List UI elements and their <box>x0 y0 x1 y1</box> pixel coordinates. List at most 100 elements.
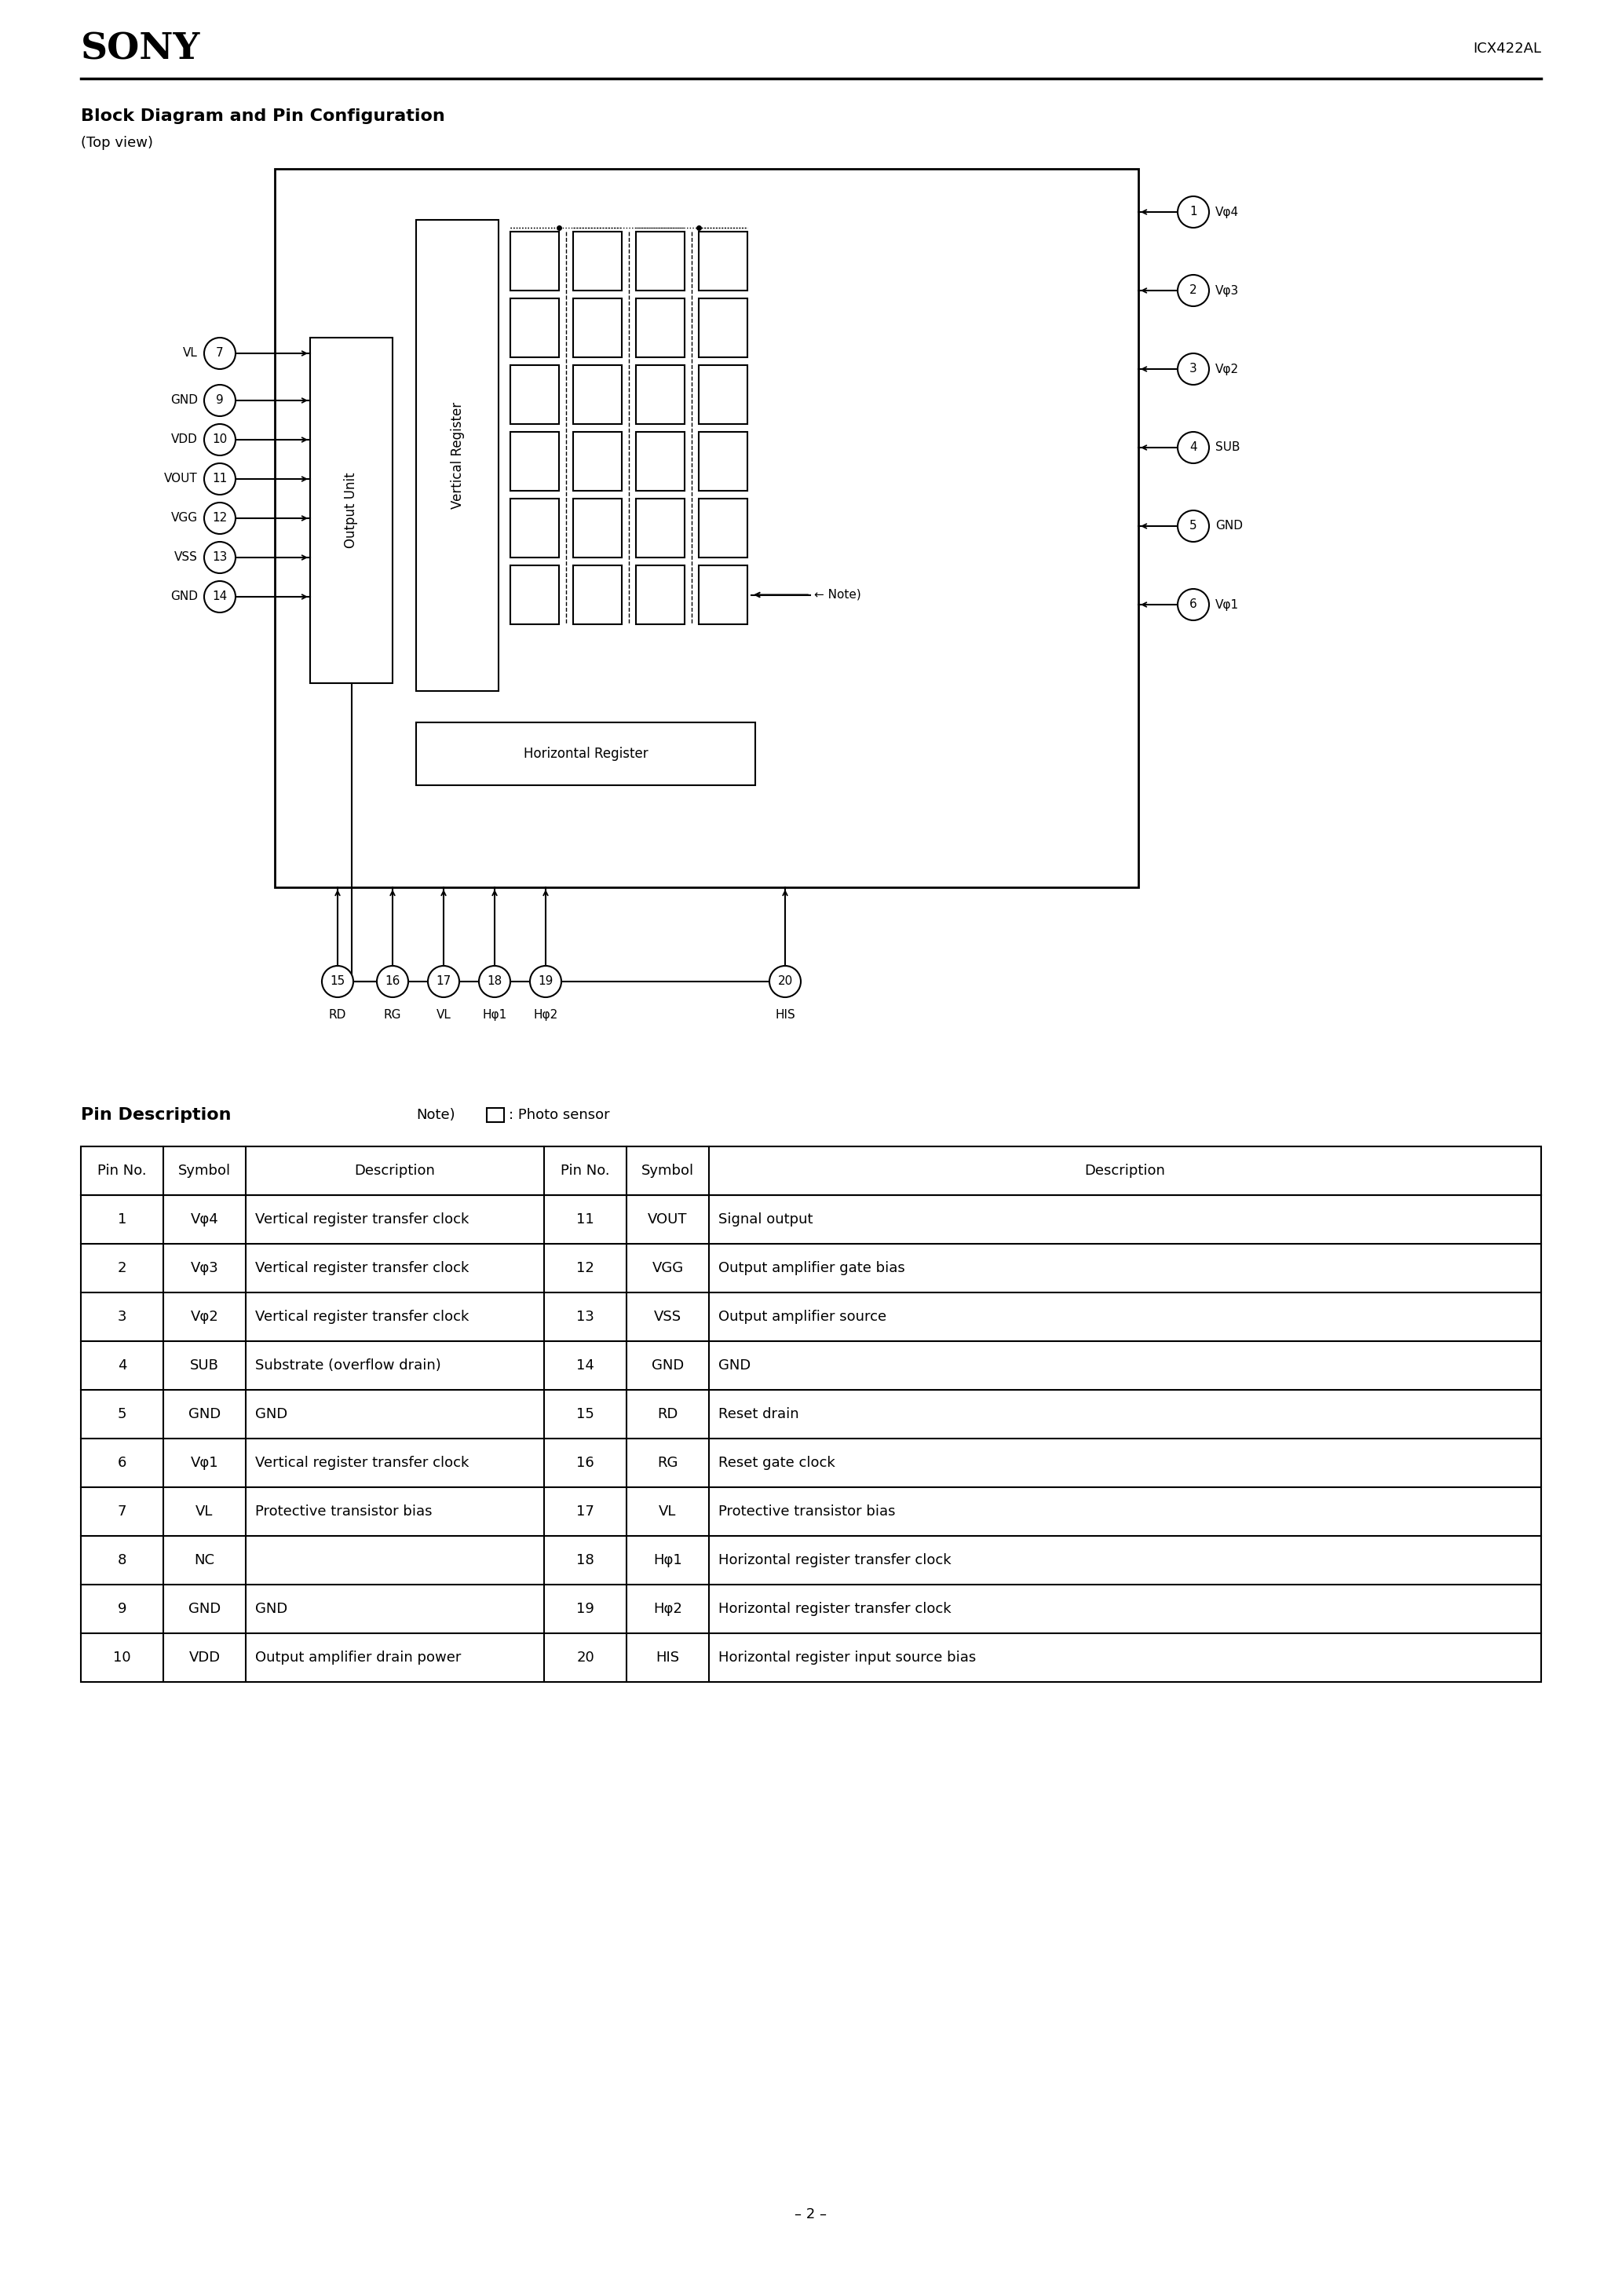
Text: VOUT: VOUT <box>164 473 198 484</box>
Bar <box>487 1109 504 1123</box>
Circle shape <box>204 542 235 574</box>
Text: GND: GND <box>188 1407 221 1421</box>
Bar <box>511 432 560 491</box>
Bar <box>511 498 560 558</box>
Text: Vertical Register: Vertical Register <box>451 402 464 510</box>
Text: Horizontal register input source bias: Horizontal register input source bias <box>719 1651 976 1665</box>
Text: GND: GND <box>170 590 198 602</box>
Text: 7: 7 <box>216 347 224 358</box>
Text: GND: GND <box>255 1407 287 1421</box>
Text: 8: 8 <box>118 1552 127 1568</box>
Text: Reset drain: Reset drain <box>719 1407 800 1421</box>
Text: SUB: SUB <box>1215 441 1241 455</box>
Text: GND: GND <box>170 395 198 406</box>
Text: Hφ2: Hφ2 <box>654 1603 683 1616</box>
Text: Vertical register transfer clock: Vertical register transfer clock <box>255 1212 469 1226</box>
Text: NC: NC <box>195 1552 214 1568</box>
Text: RG: RG <box>384 1008 401 1022</box>
Bar <box>699 232 748 292</box>
Circle shape <box>204 425 235 455</box>
Text: 12: 12 <box>212 512 227 523</box>
Text: 10: 10 <box>114 1651 131 1665</box>
Text: GND: GND <box>1215 521 1242 533</box>
Bar <box>573 432 621 491</box>
Text: VGG: VGG <box>652 1261 683 1274</box>
Text: Signal output: Signal output <box>719 1212 813 1226</box>
Text: 11: 11 <box>576 1212 594 1226</box>
Text: Description: Description <box>1085 1164 1166 1178</box>
Text: Pin No.: Pin No. <box>561 1164 610 1178</box>
Text: (Top view): (Top view) <box>81 135 152 149</box>
Text: Symbol: Symbol <box>178 1164 230 1178</box>
Bar <box>699 498 748 558</box>
Bar <box>573 498 621 558</box>
Text: 1: 1 <box>118 1212 127 1226</box>
Circle shape <box>1178 354 1208 386</box>
Text: Horizontal register transfer clock: Horizontal register transfer clock <box>719 1552 950 1568</box>
Bar <box>573 365 621 425</box>
Circle shape <box>376 967 409 996</box>
Text: Vertical register transfer clock: Vertical register transfer clock <box>255 1261 469 1274</box>
Text: RD: RD <box>657 1407 678 1421</box>
Text: Pin Description: Pin Description <box>81 1107 232 1123</box>
Text: 20: 20 <box>777 976 793 987</box>
Bar <box>511 365 560 425</box>
Text: 15: 15 <box>329 976 345 987</box>
Text: 2: 2 <box>1189 285 1197 296</box>
Circle shape <box>1178 588 1208 620</box>
Circle shape <box>1178 195 1208 227</box>
Text: : Photo sensor: : Photo sensor <box>509 1109 610 1123</box>
Bar <box>310 338 393 684</box>
Bar <box>699 298 748 358</box>
Text: 19: 19 <box>576 1603 594 1616</box>
Text: Vφ1: Vφ1 <box>190 1456 219 1469</box>
Bar <box>573 565 621 625</box>
Text: Vertical register transfer clock: Vertical register transfer clock <box>255 1456 469 1469</box>
Bar <box>417 220 498 691</box>
Circle shape <box>204 581 235 613</box>
Text: SUB: SUB <box>190 1359 219 1373</box>
Text: VL: VL <box>183 347 198 358</box>
Text: HIS: HIS <box>775 1008 795 1022</box>
Text: Vφ2: Vφ2 <box>1215 363 1239 374</box>
Text: Vφ3: Vφ3 <box>1215 285 1239 296</box>
Text: 1: 1 <box>1189 207 1197 218</box>
Bar <box>573 298 621 358</box>
Text: Pin No.: Pin No. <box>97 1164 146 1178</box>
Text: RG: RG <box>657 1456 678 1469</box>
Bar <box>511 565 560 625</box>
Circle shape <box>204 338 235 370</box>
Circle shape <box>204 386 235 416</box>
Circle shape <box>204 503 235 535</box>
Text: VGG: VGG <box>170 512 198 523</box>
Text: Horizontal Register: Horizontal Register <box>524 746 647 760</box>
Text: 2: 2 <box>117 1261 127 1274</box>
Text: 3: 3 <box>117 1309 127 1325</box>
Bar <box>636 498 684 558</box>
Circle shape <box>1178 276 1208 305</box>
Text: GND: GND <box>188 1603 221 1616</box>
Text: ICX422AL: ICX422AL <box>1473 41 1541 55</box>
Text: 5: 5 <box>117 1407 127 1421</box>
Bar <box>274 170 1139 886</box>
Text: Horizontal register transfer clock: Horizontal register transfer clock <box>719 1603 950 1616</box>
Bar <box>636 432 684 491</box>
Circle shape <box>769 967 801 996</box>
Text: Vφ4: Vφ4 <box>190 1212 219 1226</box>
Text: GND: GND <box>719 1359 751 1373</box>
Text: – 2 –: – 2 – <box>795 2206 827 2223</box>
Text: Substrate (overflow drain): Substrate (overflow drain) <box>255 1359 441 1373</box>
Text: 9: 9 <box>216 395 224 406</box>
Text: 5: 5 <box>1189 521 1197 533</box>
Text: 18: 18 <box>576 1552 594 1568</box>
Text: Output Unit: Output Unit <box>344 473 358 549</box>
Text: VL: VL <box>436 1008 451 1022</box>
Bar <box>699 365 748 425</box>
Bar <box>699 432 748 491</box>
Text: Hφ2: Hφ2 <box>534 1008 558 1022</box>
Text: 18: 18 <box>487 976 503 987</box>
Circle shape <box>478 967 511 996</box>
Text: 19: 19 <box>539 976 553 987</box>
Text: 16: 16 <box>576 1456 594 1469</box>
Text: Vφ2: Vφ2 <box>190 1309 219 1325</box>
